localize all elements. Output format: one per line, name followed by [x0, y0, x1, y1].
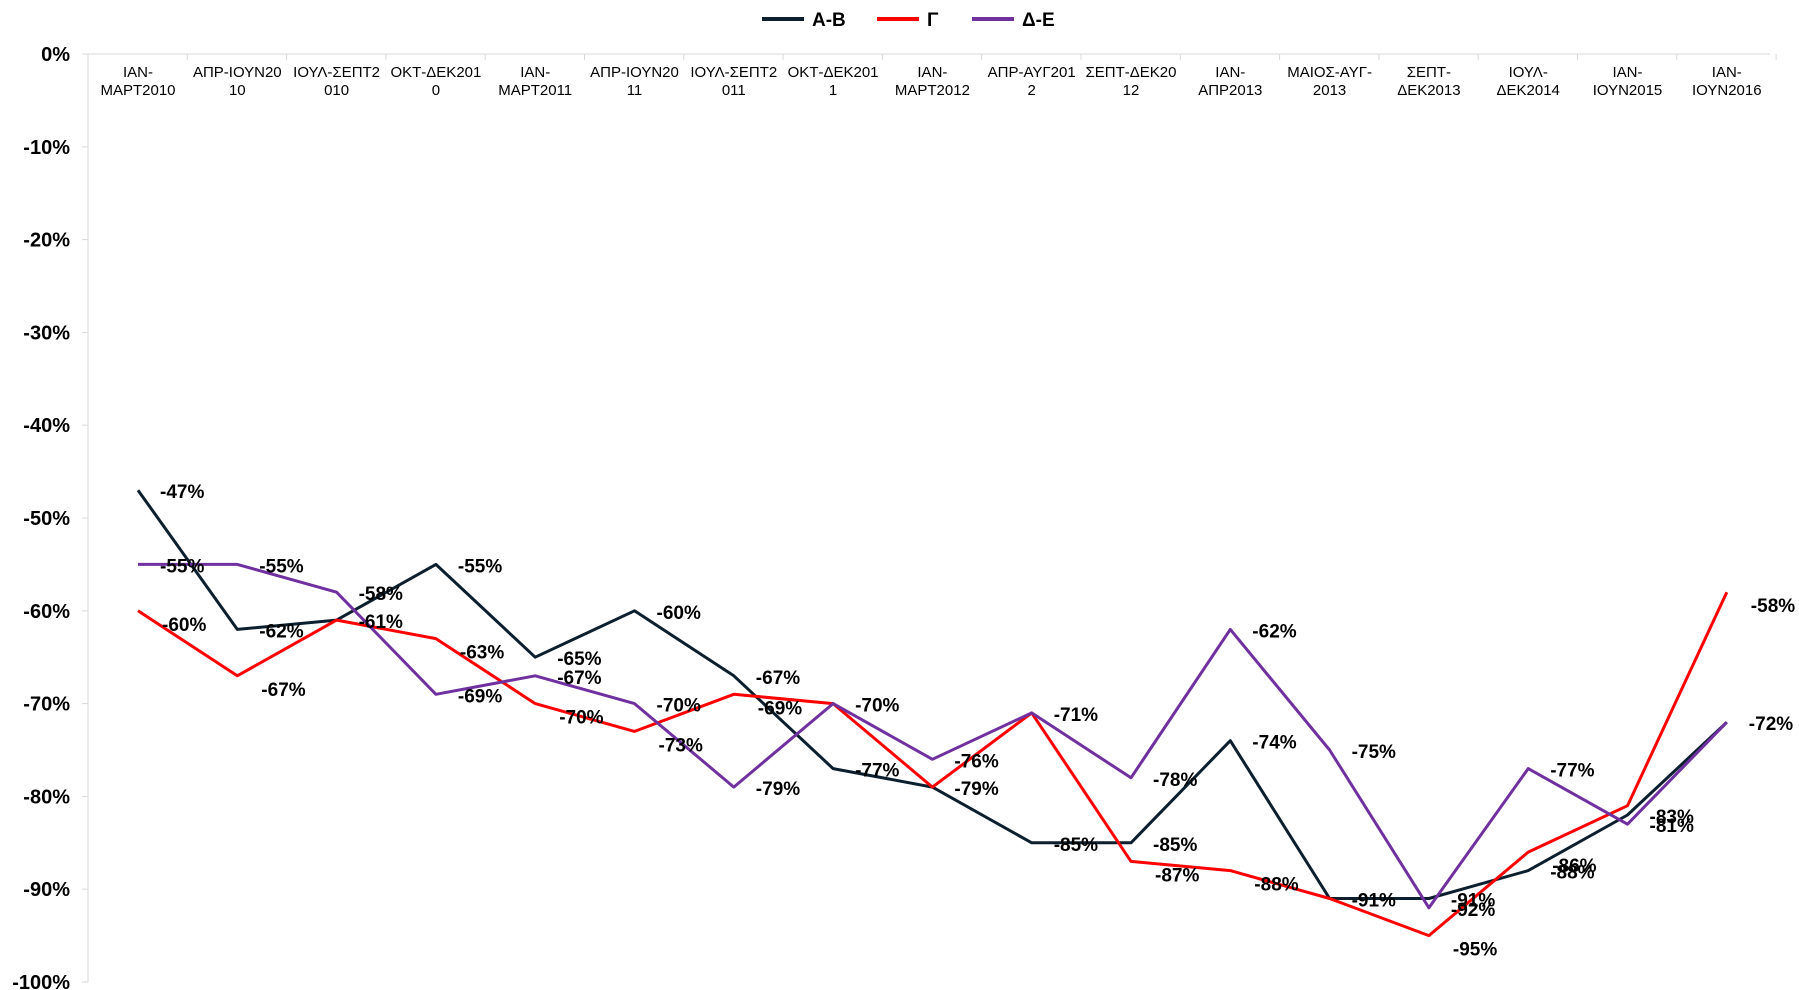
x-tick-label: ΣΕΠΤ-ΔΕΚ20 12 — [1086, 64, 1177, 99]
data-label: -58% — [359, 584, 403, 605]
x-tick-label: ΙΑΝ-ΜΑΡΤ2010 — [100, 64, 175, 99]
data-label: -55% — [458, 556, 502, 577]
data-label: -78% — [1153, 770, 1197, 791]
x-tick-label: ΟΚΤ-ΔΕΚ201 0 — [390, 64, 481, 99]
series-line-2 — [138, 562, 1728, 910]
data-label: -61% — [359, 612, 403, 633]
x-tick-label: ΙΑΝ-ΙΟΥΝ2015 — [1593, 64, 1663, 99]
x-tick-label: ΙΟΥΛ-ΣΕΠΤ2 011 — [690, 64, 777, 99]
data-label: -63% — [460, 643, 504, 664]
legend-label: Δ-Ε — [1022, 10, 1055, 31]
data-label: -71% — [1054, 705, 1098, 726]
x-tick-label: ΑΠΡ-ΑΥΓ201 2 — [988, 64, 1076, 99]
data-label: -79% — [756, 779, 800, 800]
data-label: -72% — [1749, 714, 1793, 735]
data-label: -62% — [259, 621, 303, 642]
y-tick-label: -80% — [23, 786, 70, 808]
data-label: -55% — [160, 556, 204, 577]
series-line-1 — [137, 591, 1729, 938]
y-tick-label: -30% — [23, 322, 70, 344]
series-lines — [136, 489, 1729, 938]
data-labels: -47% -62% -61% -55% -65% -60% -67% -77% -79% -85%… — [160, 482, 1795, 960]
data-label: -85% — [1153, 835, 1197, 856]
data-label: -88% — [1550, 863, 1594, 884]
data-label: -69% — [758, 698, 802, 719]
x-tick-label: ΙΟΥΛ-ΔΕΚ2014 — [1496, 64, 1559, 99]
data-label: -91% — [1352, 890, 1396, 911]
y-tick-label: -100% — [12, 972, 70, 990]
y-tick-label: -10% — [23, 137, 70, 159]
x-tick-label: ΙΑΝ-ΙΟΥΝ2016 — [1692, 64, 1762, 99]
y-axis: 0% -10% -20% -30% -40% -50% -60% -70% -80% -90% -1… — [12, 44, 89, 990]
series-line-0 — [136, 489, 1728, 900]
data-label: -58% — [1751, 596, 1795, 617]
data-label: -79% — [954, 779, 998, 800]
y-tick-label: -60% — [23, 601, 70, 623]
x-tick-label: ΙΟΥΛ-ΣΕΠΤ2 010 — [293, 64, 380, 99]
y-tick-label: -70% — [23, 694, 70, 716]
legend-label: Γ — [927, 10, 939, 31]
data-label: -70% — [559, 708, 603, 729]
data-label: -76% — [954, 751, 998, 772]
data-label: -77% — [1550, 761, 1594, 782]
x-tick-label: ΑΠΡ-ΙΟΥΝ20 10 — [193, 64, 282, 99]
y-tick-label: 0% — [41, 44, 70, 66]
x-tick-label: ΣΕΠΤ-ΔΕΚ2013 — [1397, 64, 1460, 99]
x-tick-label: ΜΑΙΟΣ-ΑΥΓ-2013 — [1287, 64, 1372, 99]
data-label: -75% — [1352, 742, 1396, 763]
x-tick-label: ΙΑΝ-ΑΠΡ2013 — [1198, 64, 1262, 99]
data-label: -60% — [162, 615, 206, 636]
x-tick-label: ΙΑΝ-ΜΑΡΤ2011 — [498, 64, 572, 99]
data-label: -73% — [659, 735, 703, 756]
data-label: -91% — [1451, 890, 1495, 911]
data-label: -95% — [1453, 940, 1497, 961]
data-label: -92% — [1451, 900, 1495, 921]
data-label: -55% — [259, 556, 303, 577]
data-label: -67% — [557, 668, 601, 689]
legend: Α-Β Γ Δ-Ε — [762, 10, 1055, 31]
data-label: -70% — [657, 696, 701, 717]
data-label: -67% — [756, 668, 800, 689]
data-label: -74% — [1252, 733, 1296, 754]
x-tick-label: ΟΚΤ-ΔΕΚ201 1 — [788, 64, 879, 99]
x-axis: ΙΑΝ-ΜΑΡΤ2010 ΑΠΡ-ΙΟΥΝ20 10 ΙΟΥΛ-ΣΕΠΤ2 010 ΟΚΤ… — [87, 53, 1777, 99]
data-label: -69% — [458, 686, 502, 707]
data-label: -60% — [657, 603, 701, 624]
y-tick-label: -40% — [23, 415, 70, 437]
data-label: -87% — [1155, 865, 1199, 886]
legend-label: Α-Β — [812, 10, 846, 31]
y-tick-label: -50% — [23, 508, 70, 530]
data-label: -77% — [855, 761, 899, 782]
y-tick-label: -20% — [23, 230, 70, 252]
data-label: -62% — [1252, 621, 1296, 642]
data-label: -65% — [557, 649, 601, 670]
y-tick-label: -90% — [23, 879, 70, 901]
x-tick-label: ΑΠΡ-ΙΟΥΝ20 11 — [590, 64, 679, 99]
data-label: -67% — [261, 680, 305, 701]
data-label: -88% — [1254, 875, 1298, 896]
data-label: -47% — [160, 482, 204, 503]
data-label: -86% — [1552, 856, 1596, 877]
data-label: -85% — [1054, 835, 1098, 856]
data-label: -81% — [1650, 816, 1694, 837]
data-label: -70% — [855, 696, 899, 717]
x-tick-label: ΙΑΝ-ΜΑΡΤ2012 — [895, 64, 970, 99]
data-label: -83% — [1650, 807, 1694, 828]
